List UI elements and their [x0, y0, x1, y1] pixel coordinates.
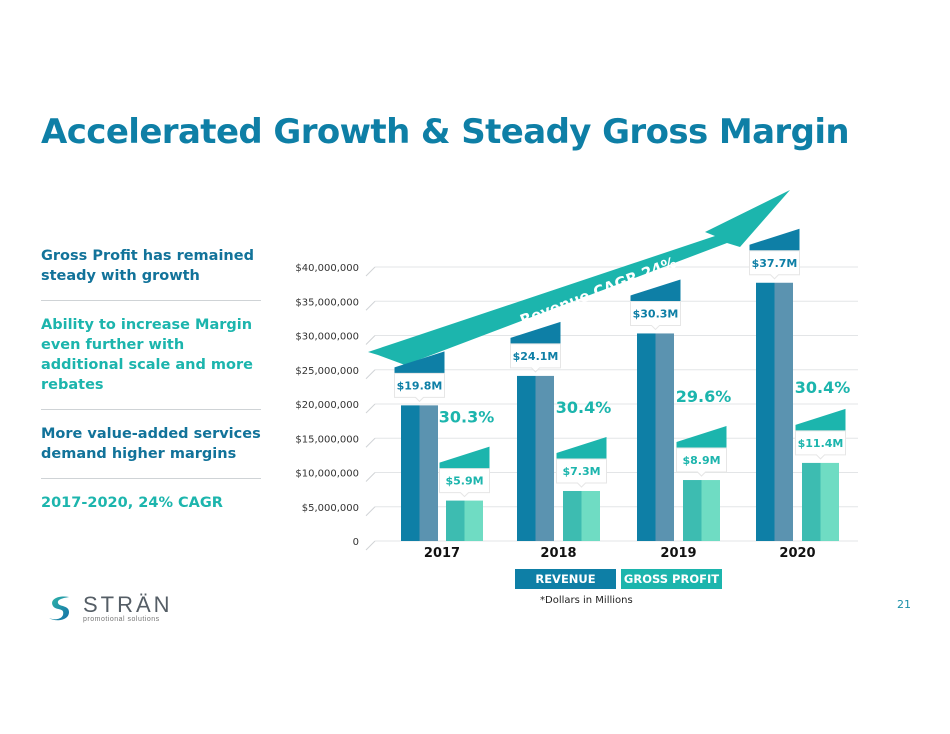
- chart-legend: REVENUE GROSS PROFIT: [515, 569, 722, 589]
- gross-profit-label-2019-text: $8.9M: [682, 454, 720, 467]
- gridline-tick: [365, 540, 376, 551]
- logo-tagline: promotional solutions: [83, 615, 160, 623]
- revenue-bar-2018-right: [535, 375, 554, 541]
- gridline-tick: [365, 506, 376, 517]
- gross-profit-bar-2020-right: [820, 462, 839, 541]
- gridline-tick: [365, 403, 376, 414]
- gross-profit-label-2020-box: [795, 430, 846, 460]
- y-tick-label: $40,000,000: [295, 263, 359, 274]
- gross-profit-bar-2019-left: [683, 480, 702, 541]
- y-tick-label: $25,000,000: [295, 366, 359, 377]
- y-tick-label: $30,000,000: [295, 332, 359, 343]
- x-tick-label: 2020: [779, 546, 815, 561]
- revenue-bar-2018-left: [517, 375, 536, 541]
- gross-profit-label-2019-box: [676, 447, 727, 477]
- bullet-cagr: 2017-2020, 24% CAGR: [41, 495, 223, 511]
- gross-profit-label-2020-text: $11.4M: [798, 437, 844, 450]
- gross-profit-bar-2018-left: [563, 490, 582, 541]
- gross-profit-bar-2020-left: [802, 462, 821, 541]
- key-points: Gross Profit has remained steady with gr…: [41, 246, 261, 541]
- margin-pct-2019: 29.6%: [676, 387, 732, 406]
- revenue-label-2019-text: $30.3M: [633, 307, 679, 320]
- y-tick-label: $35,000,000: [295, 297, 359, 308]
- margin-pct-2017: 30.3%: [439, 408, 495, 427]
- revenue-bar-2017-right: [419, 405, 438, 541]
- page-number: 21: [897, 598, 911, 611]
- bullet-margin-increase: Ability to increase Margin even further …: [41, 315, 261, 410]
- legend-revenue: REVENUE: [515, 569, 616, 589]
- revenue-label-2020-box: [749, 250, 800, 280]
- revenue-label-2020-wedge: [749, 228, 800, 251]
- revenue-bar-2020-right: [774, 282, 793, 541]
- gridline-tick: [365, 472, 376, 482]
- revenue-bar-2020-left: [756, 282, 775, 541]
- margin-pct-2020: 30.4%: [795, 378, 851, 397]
- gridline-tick: [365, 300, 376, 311]
- stran-logo: STRÄN promotional solutions: [45, 593, 173, 623]
- gross-profit-bar-2018-right: [581, 490, 600, 541]
- revenue-label-2017-wedge: [394, 351, 445, 374]
- gross-profit-label-2017-box: [439, 468, 490, 498]
- gross-profit-label-2018-wedge: [556, 436, 607, 459]
- gridline-tick: [365, 335, 376, 345]
- bullet-gross-profit-steady: Gross Profit has remained steady with gr…: [41, 246, 261, 301]
- gridline-tick: [365, 266, 376, 277]
- revenue-label-2019-box: [630, 300, 681, 331]
- y-tick-label: $15,000,000: [295, 434, 359, 445]
- y-tick-label: 0: [353, 537, 359, 548]
- y-tick-label: $10,000,000: [295, 469, 359, 480]
- revenue-label-2017-text: $19.8M: [397, 379, 443, 392]
- revenue-label-2018-wedge: [510, 321, 561, 344]
- gridline-tick: [365, 437, 376, 448]
- revenue-label-2020-text: $37.7M: [752, 257, 798, 270]
- bullet-value-added-services: More value-added services demand higher …: [41, 424, 261, 479]
- gross-profit-bar-2017-right: [464, 500, 483, 541]
- gross-profit-label-2019-wedge: [676, 426, 727, 449]
- gross-profit-bar-2017-left: [446, 500, 465, 541]
- gridline-tick: [365, 369, 376, 380]
- slide-title: Accelerated Growth & Steady Gross Margin: [41, 112, 850, 152]
- legend-gross-profit: GROSS PROFIT: [621, 569, 722, 589]
- revenue-bar-2017-left: [401, 405, 420, 541]
- y-tick-label: $5,000,000: [302, 503, 359, 514]
- revenue-bar-2019-right: [655, 333, 674, 541]
- cagr-arrow: [368, 190, 790, 365]
- revenue-label-2018-text: $24.1M: [513, 350, 559, 363]
- x-tick-label: 2017: [424, 546, 460, 561]
- revenue-label-2018-box: [510, 343, 561, 373]
- gross-profit-label-2017-wedge: [439, 446, 490, 469]
- revenue-label-2019-wedge: [630, 279, 681, 302]
- gross-profit-bar-2019-right: [701, 480, 720, 541]
- gross-profit-label-2018-text: $7.3M: [562, 465, 600, 478]
- x-tick-label: 2018: [540, 546, 576, 561]
- x-tick-label: 2019: [660, 546, 696, 561]
- gross-profit-label-2020-wedge: [795, 408, 846, 431]
- revenue-label-2017-box: [394, 372, 445, 403]
- y-tick-label: $20,000,000: [295, 400, 359, 411]
- logo-name: STRÄN: [83, 591, 173, 617]
- gross-profit-label-2017-text: $5.9M: [445, 475, 483, 488]
- revenue-bar-2019-left: [637, 333, 656, 541]
- gross-profit-label-2018-box: [556, 458, 607, 488]
- margin-pct-2018: 30.4%: [556, 398, 612, 417]
- stran-s-icon: [49, 596, 69, 621]
- dollars-note: *Dollars in Millions: [540, 595, 633, 606]
